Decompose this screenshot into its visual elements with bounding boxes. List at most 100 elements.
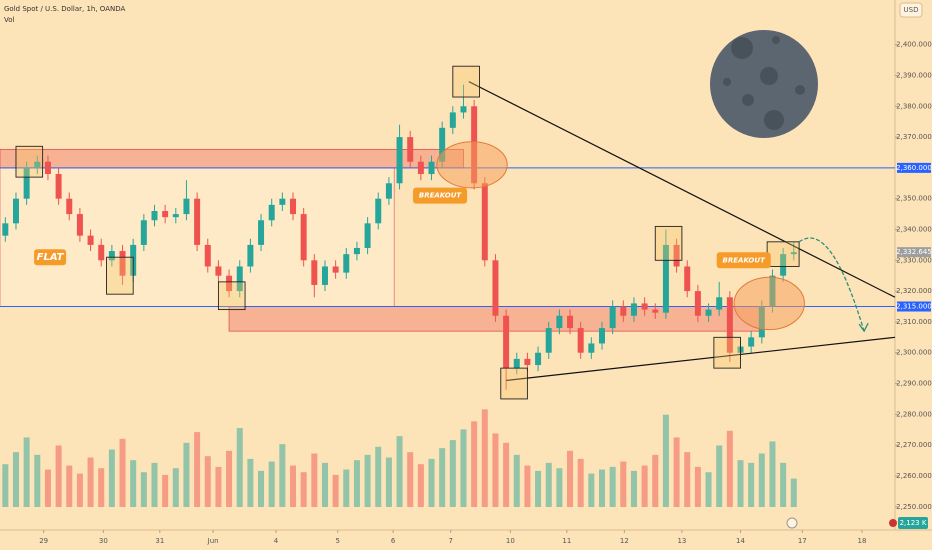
volume-bar xyxy=(790,478,797,507)
y-tick-label: 2,270.000 xyxy=(896,441,932,449)
candle-body xyxy=(609,306,616,329)
candle-body xyxy=(23,167,30,199)
volume-bar xyxy=(460,429,467,507)
currency-box[interactable] xyxy=(899,2,923,18)
volume-bar xyxy=(172,468,179,507)
candle-body xyxy=(300,214,307,261)
candle-body xyxy=(396,137,403,184)
candle-body xyxy=(481,183,488,261)
y-tick-label: 2,380.000 xyxy=(896,102,932,110)
y-tick-label: 2,290.000 xyxy=(896,380,932,388)
projection-arrowhead xyxy=(858,322,869,333)
volume-bar xyxy=(279,444,286,507)
y-tick-label: 2,300.000 xyxy=(896,349,932,357)
volume-bar xyxy=(76,473,83,507)
volume-bar xyxy=(449,440,456,507)
candle-body xyxy=(34,161,41,168)
volume-bar xyxy=(609,466,616,507)
volume-bar xyxy=(492,433,499,507)
volume-bar xyxy=(716,445,723,507)
volume-bar xyxy=(226,450,233,507)
y-tick-label: 2,340.000 xyxy=(896,225,932,233)
volume-bar xyxy=(652,454,659,507)
candle-body xyxy=(385,183,392,199)
x-tick-label: 31 xyxy=(155,537,164,545)
plot: FLAT BREAKOUT BREAKOUT xyxy=(0,65,896,507)
highlight-box xyxy=(500,367,528,400)
volume-bar xyxy=(598,469,605,507)
candle-body xyxy=(204,244,211,267)
volume-bar xyxy=(236,428,243,507)
candle-body xyxy=(726,297,733,353)
volume-bar xyxy=(396,436,403,507)
candle-body xyxy=(98,244,105,261)
volume-bar xyxy=(300,472,307,507)
candle-body xyxy=(556,315,563,329)
volume-bar xyxy=(258,470,265,507)
volume-bar xyxy=(620,461,627,507)
candle-body xyxy=(321,266,328,285)
x-tick-label: 7 xyxy=(448,537,452,545)
volume-bar xyxy=(641,465,648,507)
candle-body xyxy=(247,244,254,267)
candle-body xyxy=(662,244,669,313)
candle-body xyxy=(641,303,648,310)
candle-body xyxy=(503,315,510,369)
volume-bar xyxy=(353,460,360,507)
highlight-box xyxy=(713,336,741,369)
highlight-box xyxy=(452,65,480,98)
volume-bar xyxy=(556,468,563,507)
volume-bar xyxy=(34,454,41,507)
candle-body xyxy=(375,198,382,224)
candle-body xyxy=(705,309,712,316)
candle-body xyxy=(780,254,787,276)
breakout-circle xyxy=(733,276,805,331)
volume-bar xyxy=(673,437,680,507)
candle-body xyxy=(290,198,297,215)
volume-bar xyxy=(343,469,350,507)
y-tick-label: 2,280.000 xyxy=(896,410,932,418)
candle-body xyxy=(332,266,339,273)
candle-body xyxy=(76,214,83,236)
candle-body xyxy=(460,106,467,113)
candle-body xyxy=(684,266,691,292)
candle-body xyxy=(151,211,158,221)
level-label: 2,315.000 xyxy=(896,303,932,311)
trendline xyxy=(506,336,896,382)
currency[interactable]: USD xyxy=(904,6,919,14)
x-tick-label: 29 xyxy=(39,537,48,545)
candle-body xyxy=(226,275,233,292)
annotation: BREAKOUT xyxy=(723,256,767,264)
volume-bar xyxy=(535,470,542,507)
volume-bar xyxy=(268,461,275,507)
volume-bar xyxy=(524,465,531,507)
highlight-box xyxy=(15,145,44,178)
x-tick-label: 17 xyxy=(798,537,807,545)
candle-body xyxy=(598,328,605,344)
x-tick-label: Jun xyxy=(207,537,219,545)
volume-bar xyxy=(417,464,424,507)
level-label: 2,360.000 xyxy=(896,164,932,172)
volume-bar xyxy=(87,457,94,507)
status-icons xyxy=(786,517,897,529)
volume-bar xyxy=(140,472,147,507)
y-tick-label: 2,390.000 xyxy=(896,71,932,79)
x-tick-label: 18 xyxy=(858,537,867,545)
candle-body xyxy=(258,220,265,245)
highlight-box xyxy=(654,225,683,261)
candle-body xyxy=(535,352,542,366)
candle-body xyxy=(87,235,94,245)
volume-bar xyxy=(588,473,595,507)
volume-bar xyxy=(694,466,701,507)
candle-body xyxy=(428,161,435,175)
candle-body xyxy=(353,247,360,255)
volume-bar xyxy=(119,438,126,507)
volume-bar xyxy=(737,460,744,507)
candle-body xyxy=(588,343,595,353)
volume-bar xyxy=(247,458,254,507)
volume-bar xyxy=(108,449,115,507)
candle-body xyxy=(119,251,126,276)
annotation-box xyxy=(34,249,67,266)
volume-bar xyxy=(2,464,9,507)
